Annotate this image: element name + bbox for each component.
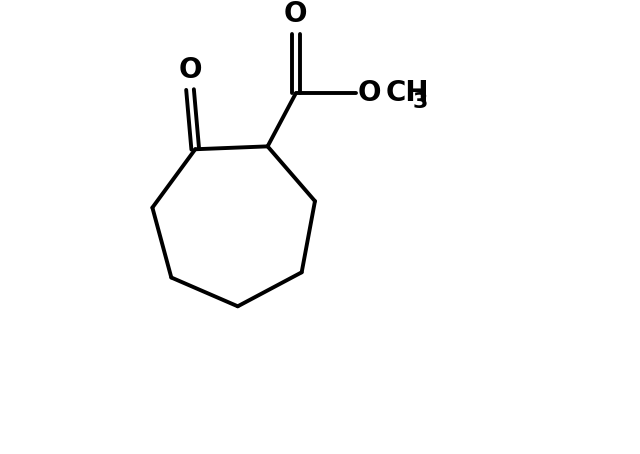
Text: O: O <box>179 56 202 84</box>
Text: O: O <box>358 79 381 108</box>
Text: O: O <box>284 0 307 29</box>
Text: 3: 3 <box>412 92 428 112</box>
Text: CH: CH <box>385 79 429 108</box>
